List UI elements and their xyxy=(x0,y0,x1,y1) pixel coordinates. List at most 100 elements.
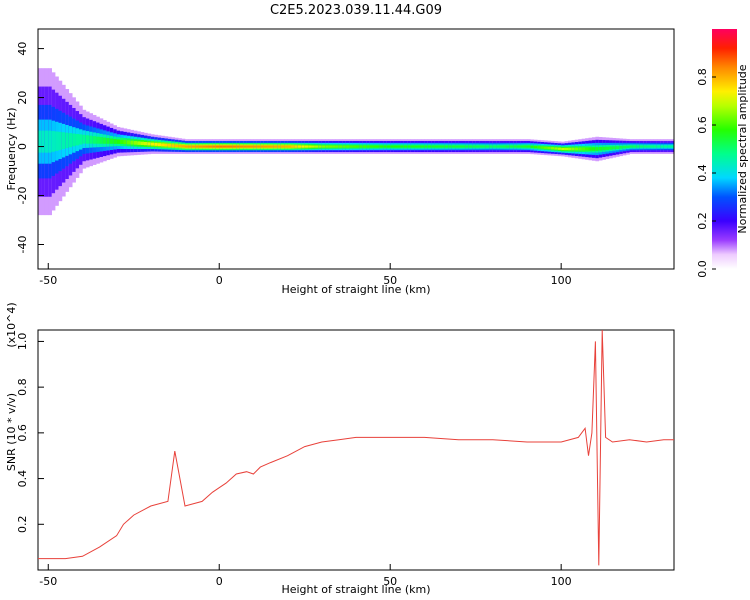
spectrogram-cell xyxy=(308,145,312,148)
spectrogram-cell xyxy=(342,145,347,148)
spectrogram-cell xyxy=(609,146,613,150)
spectrogram-cell xyxy=(462,145,466,148)
spectrogram-cell xyxy=(301,145,306,148)
spectrogram-cell xyxy=(120,139,124,145)
y-tick-label: 0.6 xyxy=(16,424,29,442)
spectrogram-cell xyxy=(362,145,367,148)
spectrogram-cell xyxy=(96,136,100,144)
spectrogram-cell xyxy=(325,145,329,148)
spectrogram-cell xyxy=(61,132,66,150)
x-tick-label: 100 xyxy=(551,274,572,287)
spectrogram-cell xyxy=(178,144,182,148)
spectrogram-cell xyxy=(75,133,80,146)
spectrogram-cell xyxy=(414,145,418,148)
spectrogram-cell xyxy=(482,145,487,148)
y-tick-label: 0 xyxy=(16,143,29,150)
spectrogram-cell xyxy=(516,145,521,148)
spectrogram-cell xyxy=(79,134,83,145)
spectrogram-cell xyxy=(557,147,562,150)
spectrogram-cell xyxy=(520,145,524,148)
spectrogram-panel: -50 0 50 100 -40 -20 0 20 40 Height of straight… xyxy=(5,28,675,296)
spectrogram-cell xyxy=(321,145,326,148)
spectrogram-cell xyxy=(643,145,647,148)
spectrogram-cell xyxy=(181,145,186,148)
spectrogram-cell xyxy=(335,145,340,148)
spectrogram-cell xyxy=(318,145,323,148)
spectrogram-cell xyxy=(297,145,302,148)
colorbar-label: Normalized spectral amplitude xyxy=(736,64,749,233)
spectrogram-cell xyxy=(571,147,576,151)
spectrogram-cell xyxy=(403,145,408,148)
spectrogram-cell xyxy=(629,145,634,148)
colorbar-tick-label: 0.6 xyxy=(696,116,709,134)
spectrogram-cell xyxy=(284,145,288,148)
spectrogram-cell xyxy=(246,145,251,148)
spectrogram-cell xyxy=(605,146,610,150)
spectrogram-cell xyxy=(588,147,593,151)
spectrogram-cell xyxy=(137,141,141,145)
spectrogram-cell xyxy=(280,145,285,148)
spectrogram-cell xyxy=(455,145,459,148)
spectrogram-cell xyxy=(550,147,555,150)
spectrogram-cell xyxy=(277,145,282,148)
spectrogram-cell xyxy=(574,147,579,151)
spectrogram-cell xyxy=(123,140,128,145)
spectrogram-cell xyxy=(41,130,46,153)
spectrogram-cell xyxy=(444,145,449,148)
spectrogram-cell xyxy=(68,133,73,148)
spectrogram-cell xyxy=(646,145,651,148)
colorbar: 0.0 0.2 0.4 0.6 0.8 Normalized spectral ampl… xyxy=(696,29,749,278)
spectrogram-cell xyxy=(195,145,200,148)
spectrogram-cell xyxy=(345,145,350,148)
spectrogram-cell xyxy=(270,145,275,148)
spectrogram-cell xyxy=(376,145,381,148)
spectrogram-cell xyxy=(656,145,661,148)
spectrogram-cell xyxy=(564,147,569,151)
spectrogram-cell xyxy=(51,131,56,152)
spectrogram-cell xyxy=(174,144,179,148)
spectrogram-cell xyxy=(366,145,370,148)
spectrogram-cell xyxy=(256,145,261,148)
snr-y-multiplier: (x10^4) xyxy=(5,302,18,347)
spectrogram-cell xyxy=(198,145,203,148)
spectrogram-cell xyxy=(185,145,189,148)
x-tick-label: 0 xyxy=(216,274,223,287)
snr-panel: -50 0 50 100 0.2 0.4 0.6 0.8 1.0 Height of stra… xyxy=(5,302,675,596)
spectrogram-cell xyxy=(547,146,552,150)
spectrogram-cell xyxy=(109,138,114,144)
snr-x-label: Height of straight line (km) xyxy=(281,583,430,596)
spectrogram-cell xyxy=(311,145,316,148)
spectrogram-cell xyxy=(438,145,442,148)
spectrogram-cell xyxy=(485,145,490,148)
spectrogram-x-label: Height of straight line (km) xyxy=(281,283,430,296)
spectrogram-cell xyxy=(496,145,500,148)
spectrogram-cell xyxy=(188,145,193,148)
spectrogram-cell xyxy=(226,145,230,148)
spectrogram-y-label: Frequency (Hz) xyxy=(5,108,18,191)
spectrogram-cell xyxy=(499,145,504,148)
spectrogram-cell xyxy=(232,145,237,148)
spectrogram-cell xyxy=(523,145,528,148)
spectrogram-cell xyxy=(65,132,70,149)
spectrogram-cell xyxy=(410,145,415,148)
spectrogram-cell xyxy=(369,145,374,148)
spectrogram-cell xyxy=(458,145,463,148)
spectrogram-cell xyxy=(157,143,162,146)
spectrogram-cell xyxy=(503,145,507,148)
spectrogram-cell xyxy=(506,145,511,148)
spectrogram-cell xyxy=(229,145,234,148)
spectrogram-cell xyxy=(161,143,165,147)
spectrogram-cell xyxy=(72,133,76,147)
spectrogram-cell xyxy=(626,145,630,148)
spectrogram-cell xyxy=(263,145,268,148)
spectrogram-cell xyxy=(58,131,63,150)
spectrogram-cell xyxy=(612,146,617,150)
colorbar-tick-label: 0.8 xyxy=(696,68,709,86)
y-tick-label: 1.0 xyxy=(16,333,29,351)
x-tick-label: 50 xyxy=(383,274,397,287)
spectrogram-cell xyxy=(38,130,42,153)
spectrogram-cell xyxy=(113,138,117,144)
spectrogram-cell xyxy=(424,145,429,148)
spectrogram-cell xyxy=(595,147,600,151)
spectrogram-cell xyxy=(208,145,213,148)
